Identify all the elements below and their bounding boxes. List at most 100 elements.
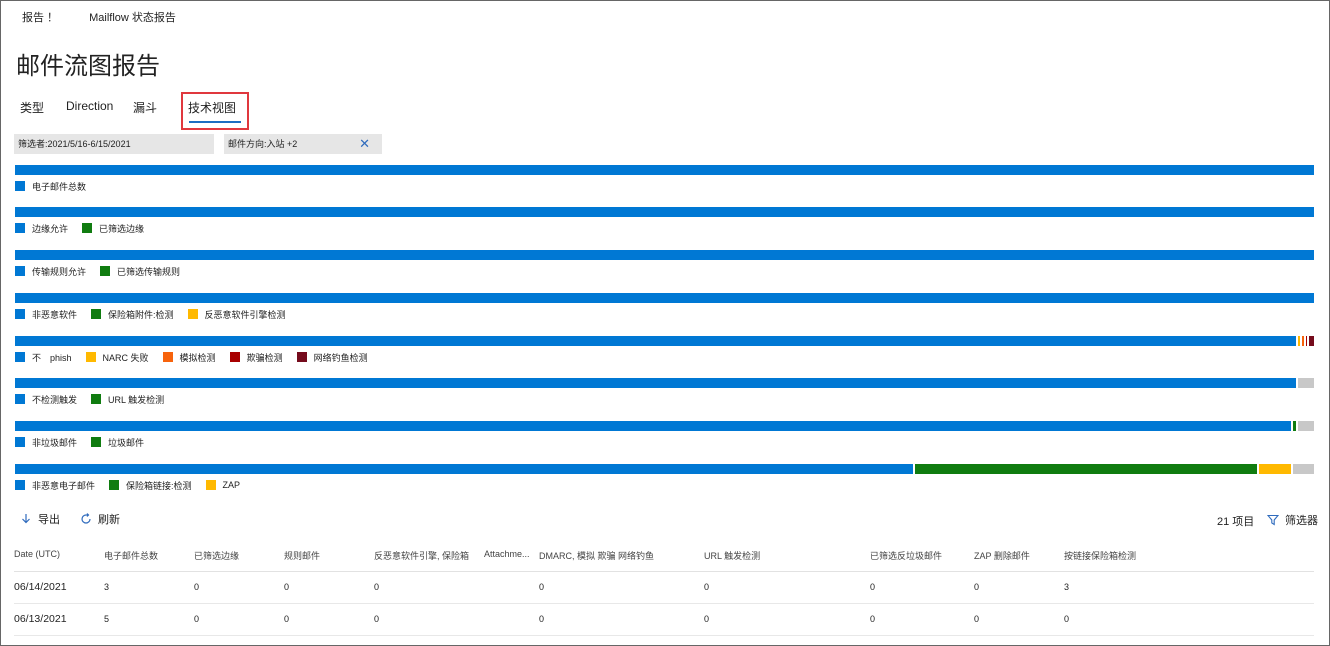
refresh-button[interactable]: 刷新 [80,511,120,527]
table-row[interactable]: 06/14/2021 3 0 0 0 0 0 0 0 3 [14,572,1314,604]
tab-active-indicator [189,121,241,123]
refresh-label: 刷新 [98,514,120,526]
legend-item[interactable]: 非垃圾邮件 [15,436,77,449]
chart-bar-segment[interactable] [15,378,1297,388]
legend-item[interactable]: 保险箱链接:检测 [109,479,192,492]
legend-item[interactable]: 不 phish [15,351,72,364]
chart-legend: 非恶意软件 保险箱附件:检测 反恶意软件引擎检测 [15,308,286,320]
tab-type[interactable]: 类型 [20,101,45,115]
legend-swatch [15,266,25,276]
chart-bar-segment[interactable] [15,250,1314,260]
chart-bar-segment[interactable] [1259,464,1292,474]
legend-label: 已筛选边缘 [99,223,145,234]
legend-swatch [15,309,25,319]
column-header[interactable]: 已筛选反垃圾邮件 [870,551,943,561]
legend-swatch [109,480,120,490]
column-header[interactable]: ZAP 删除邮件 [974,551,1030,561]
legend-item[interactable]: 边缘允许 [15,222,68,235]
breadcrumb-mailflow[interactable]: Mailflow 状态报告 [89,12,176,24]
chart-bar-segment[interactable] [15,207,1314,217]
date-filter-chip[interactable]: 筛选者:2021/5/16-6/15/2021 [14,134,214,154]
export-button[interactable]: 导出 [20,511,60,527]
chart-legend: 非垃圾邮件 垃圾邮件 [15,436,144,448]
table-header: Date (UTC) 电子邮件总数 已筛选边缘 规则邮件 反恶意软件引擎, 保险箱 Att… [14,547,1314,572]
column-header[interactable]: DMARC, 模拟 欺骗 网络钓鱼 [539,551,655,561]
chart-bar-segment[interactable] [1293,464,1314,474]
chart-bar-segment[interactable] [15,165,1314,175]
table-row[interactable]: 06/13/2021 5 0 0 0 0 0 0 0 0 [14,604,1314,636]
column-header[interactable]: URL 触发检测 [704,551,761,561]
table-cell: 06/14/2021 [14,581,67,593]
chart-bar-row [15,207,1314,217]
table-cell: 0 [974,582,980,592]
legend-item[interactable]: 欺骗检测 [229,351,283,364]
table-cell: 0 [974,614,980,624]
chart-bar-segment[interactable] [1298,336,1301,346]
chart-bar-segment[interactable] [15,421,1292,431]
legend-item[interactable]: 非恶意软件 [15,308,77,321]
direction-filter-chip[interactable]: 邮件方向:入站 +2 ✕ [224,134,382,154]
legend-label: NARC 失败 [102,352,149,363]
table-cell: 0 [870,614,876,624]
chart-bar-segment[interactable] [1302,336,1305,346]
legend-item[interactable]: 已筛选传输规则 [100,265,180,278]
legend-swatch [162,352,173,362]
legend-item[interactable]: 传输规则允许 [15,265,86,278]
table-cell: 0 [704,614,710,624]
chart-bar-segment[interactable] [1306,336,1308,346]
page-title: 邮件流图报告 [16,53,160,80]
column-header[interactable]: Attachme... [484,549,530,559]
breadcrumb-reports[interactable]: 报告 ！ [22,12,59,24]
legend-swatch [15,437,25,447]
chart-bar-segment[interactable] [15,293,1314,303]
table-cell: 0 [374,614,380,624]
legend-label: 欺骗检测 [246,352,283,363]
chart-bar-row [15,165,1314,175]
tab-tech-view[interactable]: 技术视图 [188,101,237,115]
legend-item[interactable]: 垃圾邮件 [91,436,144,449]
column-header[interactable]: 规则邮件 [284,551,321,561]
legend-label: 已筛选传输规则 [117,266,181,277]
legend-label: ZAP [222,480,241,490]
column-header[interactable]: Date (UTC) [14,549,61,559]
tab-direction[interactable]: Direction [66,99,114,113]
legend-label: 网络钓鱼检测 [313,352,368,363]
column-header[interactable]: 按链接保险箱检测 [1064,551,1137,561]
table-cell: 0 [284,614,290,624]
chart-bar-row [15,378,1314,388]
legend-item[interactable]: 不检测触发 [15,393,77,406]
legend-label: 保险箱附件:检测 [108,309,174,320]
legend-item[interactable]: 反恶意软件引擎检测 [187,308,286,321]
chart-bar-segment[interactable] [15,336,1297,346]
tab-funnel[interactable]: 漏斗 [133,101,158,115]
item-count: 21 项目 [1217,516,1255,528]
chart-bar-segment[interactable] [1293,421,1297,431]
chart-bar-segment[interactable] [15,464,913,474]
chart-bar-row [15,336,1314,346]
legend-item[interactable]: 已筛选边缘 [82,222,144,235]
chart-bar-segment[interactable] [914,464,1258,474]
direction-filter-label: 邮件方向:入站 +2 [228,139,298,149]
close-icon[interactable]: ✕ [359,136,370,151]
chart-legend: 边缘允许 已筛选边缘 [15,222,144,234]
legend-item[interactable]: 保险箱附件:检测 [91,308,174,321]
chart-legend: 不 phish NARC 失败 模拟检测 欺骗检测 网络钓鱼检测 [15,351,368,363]
chart-bar-segment[interactable] [1298,378,1314,388]
legend-item[interactable]: 模拟检测 [162,351,216,364]
table-cell: 0 [870,582,876,592]
legend-item[interactable]: ZAP [205,480,241,490]
legend-item[interactable]: NARC 失败 [85,351,149,364]
filter-button[interactable]: 筛选器 [1267,512,1318,528]
legend-item[interactable]: 网络钓鱼检测 [296,351,368,364]
legend-label: 模拟检测 [179,352,216,363]
chart-bar-segment[interactable] [1309,336,1314,346]
legend-label: 边缘允许 [32,223,69,234]
legend-item[interactable]: 电子邮件总数 [15,180,86,193]
table-cell: 0 [194,582,200,592]
chart-bar-segment[interactable] [1298,421,1315,431]
column-header[interactable]: 已筛选边缘 [194,551,240,561]
column-header[interactable]: 电子邮件总数 [104,551,159,561]
legend-item[interactable]: URL 触发检测 [91,393,164,406]
legend-item[interactable]: 非恶意电子邮件 [15,479,95,492]
column-header[interactable]: 反恶意软件引擎, 保险箱 [374,551,470,561]
